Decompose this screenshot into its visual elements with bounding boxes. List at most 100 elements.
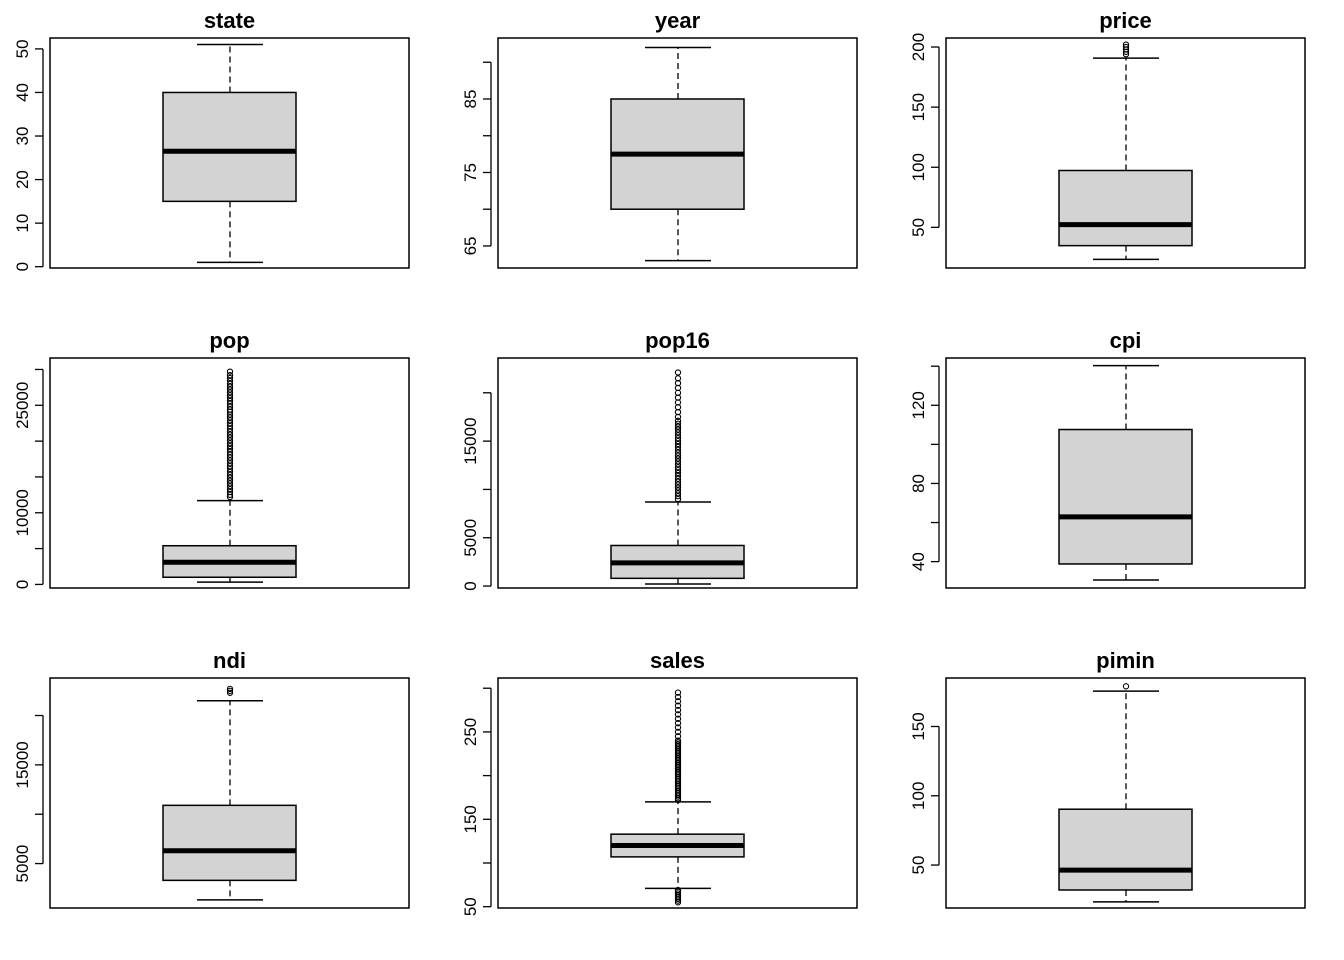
plot-frame — [497, 37, 858, 269]
y-tick-label: 15000 — [461, 417, 480, 464]
outlier-point — [674, 481, 682, 488]
plot-frame — [49, 677, 410, 909]
outlier-point — [674, 475, 682, 482]
y-tick-label: 75 — [461, 163, 480, 182]
outlier-point — [674, 369, 682, 376]
outlier-point — [674, 472, 682, 480]
outlier-point — [674, 426, 682, 433]
panel-title: sales — [650, 648, 705, 673]
iqr-box — [1058, 169, 1193, 247]
y-tick-label: 0 — [13, 262, 32, 271]
plot-frame — [49, 37, 410, 269]
outlier-point — [674, 437, 682, 445]
outlier-point — [226, 372, 234, 379]
outlier-point — [226, 687, 234, 694]
y-tick-label: 25000 — [13, 382, 32, 429]
y-tick-label: 50 — [13, 39, 32, 58]
outlier-point — [1122, 683, 1130, 690]
panel-cpi: cpi 40 80 120 — [909, 328, 1306, 589]
y-tick-label: 50 — [909, 218, 928, 237]
y-tick-label: 250 — [461, 718, 480, 746]
plot-frame — [945, 37, 1306, 269]
plot-frame — [497, 357, 858, 589]
outlier-point — [226, 685, 234, 693]
outlier-point — [674, 724, 682, 731]
outlier-point — [674, 375, 682, 382]
panel-title: pimin — [1096, 648, 1155, 673]
outlier-point — [674, 493, 682, 500]
outlier-point — [674, 711, 682, 718]
panel-title: ndi — [213, 648, 246, 673]
iqr-box — [1058, 808, 1193, 891]
y-tick-label: 5000 — [13, 845, 32, 883]
outlier-point — [674, 455, 682, 462]
outlier-point — [674, 429, 682, 436]
panel-pop16: pop16 0 5000 15000 — [461, 328, 858, 591]
outlier-point — [674, 432, 682, 439]
outlier-point — [226, 689, 234, 696]
outlier-point — [674, 698, 682, 705]
outlier-point — [674, 495, 682, 503]
y-tick-label: 30 — [13, 127, 32, 146]
y-tick-label: 0 — [461, 581, 480, 590]
panel-title: state — [204, 8, 255, 33]
outlier-point — [1122, 43, 1130, 51]
outlier-point — [674, 490, 682, 497]
outlier-point — [674, 689, 682, 696]
outlier-point — [674, 464, 682, 471]
panel-price: price 50 100 150 200 — [909, 8, 1306, 269]
panel-pimin: pimin 50 100 150 — [909, 648, 1306, 909]
outlier-point — [674, 720, 682, 727]
outlier-point — [674, 440, 682, 448]
iqr-box — [162, 91, 297, 203]
panel-title: cpi — [1110, 328, 1142, 353]
outlier-point — [226, 374, 234, 382]
outlier-point — [674, 458, 682, 465]
panel-sales: sales 50 150 250 — [461, 648, 858, 916]
y-tick-label: 20 — [13, 170, 32, 189]
iqr-box — [162, 804, 297, 882]
y-tick-label: 50 — [461, 897, 480, 916]
y-tick-label: 10 — [13, 214, 32, 233]
y-tick-label: 80 — [909, 474, 928, 493]
outlier-point — [674, 417, 682, 424]
outlier-point — [674, 420, 682, 427]
y-tick-label: 150 — [461, 805, 480, 833]
outlier-point — [674, 449, 682, 456]
outlier-point — [674, 443, 682, 451]
y-tick-label: 50 — [909, 856, 928, 875]
outlier-point — [674, 452, 682, 459]
panel-year: year 65 75 85 — [461, 8, 858, 269]
outlier-point — [1122, 41, 1130, 48]
y-tick-label: 40 — [909, 552, 928, 571]
outlier-point — [674, 435, 682, 442]
panel-ndi: ndi 5000 15000 — [13, 648, 410, 909]
y-tick-label: 150 — [909, 93, 928, 121]
outlier-point — [674, 487, 682, 494]
plot-frame — [945, 357, 1306, 589]
outlier-point — [674, 886, 682, 894]
y-tick-label: 200 — [909, 33, 928, 61]
y-tick-label: 40 — [13, 83, 32, 102]
panel-title: pop — [209, 328, 249, 353]
panel-title: year — [655, 8, 701, 33]
outlier-point — [674, 423, 682, 430]
y-tick-label: 5000 — [461, 519, 480, 557]
panel-title: pop16 — [645, 328, 710, 353]
outlier-point — [674, 693, 682, 701]
y-tick-label: 120 — [909, 391, 928, 419]
y-tick-label: 150 — [909, 712, 928, 740]
outlier-point — [674, 478, 682, 485]
outlier-point — [674, 728, 682, 736]
y-tick-label: 85 — [461, 90, 480, 109]
outlier-point — [226, 368, 234, 375]
plot-frame — [945, 677, 1306, 909]
y-tick-label: 100 — [909, 153, 928, 181]
outlier-point — [674, 733, 682, 740]
panel-pop: pop 0 10000 25000 — [13, 328, 410, 589]
plot-frame — [497, 677, 858, 909]
outlier-point — [674, 466, 682, 474]
outlier-point — [674, 469, 682, 477]
panel-state: state 0 10 20 30 40 50 — [13, 8, 410, 271]
